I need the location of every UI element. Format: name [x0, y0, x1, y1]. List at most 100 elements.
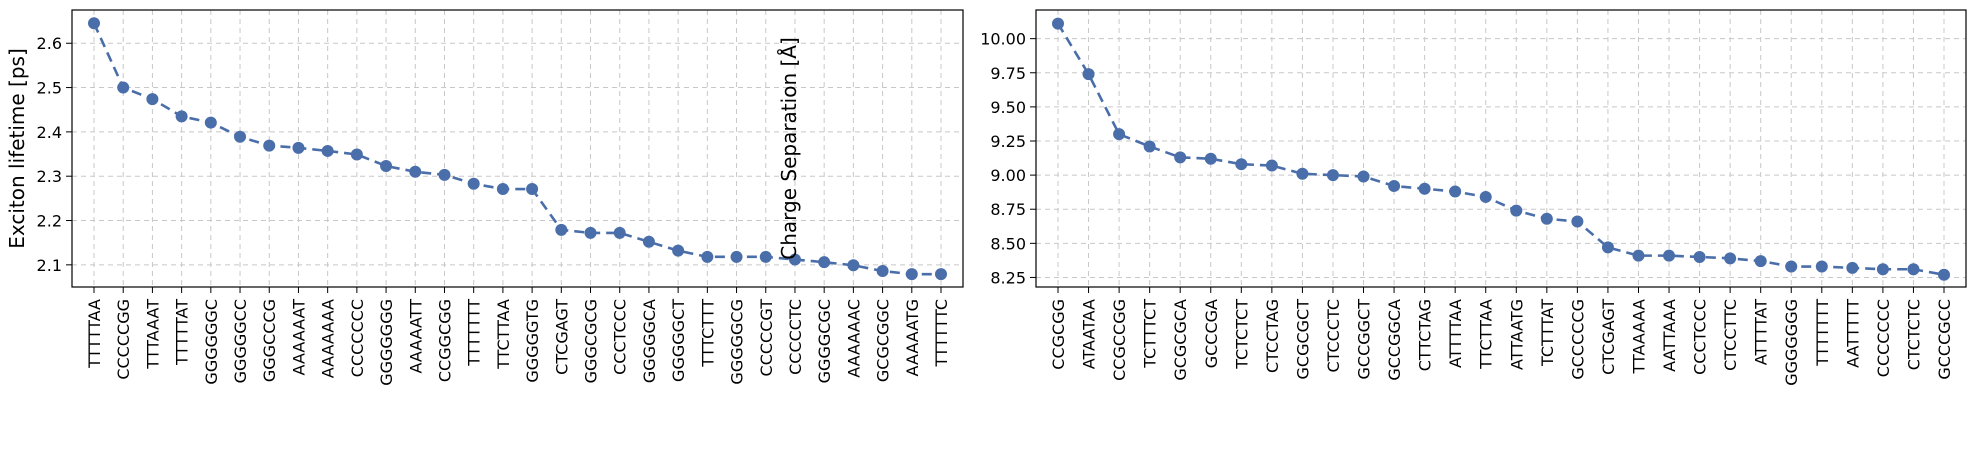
x-tick-label: GGGGGGG: [377, 299, 396, 386]
x-tick-label: GCCCGA: [1202, 299, 1221, 368]
data-point: [1388, 180, 1401, 193]
data-point: [1754, 255, 1767, 268]
x-tick-label: GGGGGTG: [523, 299, 542, 383]
x-tick-label: TTAAAAA: [1629, 299, 1648, 375]
x-tick-label: TTCTTAA: [494, 299, 513, 370]
data-point: [438, 168, 451, 181]
data-point: [1632, 249, 1645, 262]
x-tick-label: CCCCCGT: [757, 299, 776, 377]
x-tick-label: GGGGCGC: [815, 299, 834, 383]
x-tick-label: CTCGAGT: [1599, 299, 1618, 375]
y-tick-label: 2.3: [37, 167, 62, 186]
x-tick-label: AATTTTT: [1843, 299, 1862, 368]
x-tick-label: AAAAATG: [903, 299, 922, 376]
data-point: [759, 250, 772, 263]
x-tick-label: AATTAAA: [1660, 299, 1679, 372]
y-tick-label: 8.25: [990, 268, 1026, 287]
data-point: [496, 183, 509, 196]
x-tick-label: GGGGGCC: [231, 299, 250, 383]
x-tick-label: GCCCGCC: [1935, 299, 1954, 380]
x-tick-label: CTCCCTC: [1324, 299, 1343, 373]
x-tick-label: CCCCCGG: [114, 299, 133, 380]
x-tick-label: TCTCTCT: [1232, 299, 1251, 370]
data-point: [146, 93, 159, 106]
x-tick-label: CCGCCGG: [1110, 299, 1129, 381]
data-point: [788, 253, 801, 266]
data-point: [467, 177, 480, 190]
data-point: [876, 265, 889, 278]
data-point: [1663, 249, 1676, 262]
x-tick-label: GGGCGCG: [582, 299, 601, 383]
data-point: [1449, 185, 1462, 198]
data-point: [1540, 212, 1553, 225]
data-point: [935, 268, 947, 281]
x-tick-label: GGGGGGC: [202, 299, 221, 385]
y-tick-label: 9.50: [990, 98, 1026, 117]
data-point: [1204, 152, 1217, 165]
data-point: [263, 139, 276, 152]
x-tick-label: GGGGGGG: [1782, 299, 1801, 386]
charge-separation-chart: 8.25 8.50 8.75 9.00 9.25 9.50 9.75 10.00 CCGCGG A…: [777, 9, 1967, 386]
data-point: [1846, 261, 1859, 274]
data-point: [204, 116, 217, 129]
data-point: [1815, 260, 1828, 273]
y-axis-label: Exciton lifetime [ps]: [5, 48, 29, 249]
x-tick-label: TTTTTAT: [173, 299, 192, 366]
plot-frame: [71, 9, 964, 288]
data-point: [1357, 170, 1370, 183]
x-tick-label: GGGGGCG: [728, 299, 747, 385]
data-point: [409, 165, 422, 178]
plot-frame: [1035, 9, 1967, 288]
x-tick-label: TTTTTAA: [85, 299, 104, 369]
y-tick-label: 10.00: [980, 30, 1026, 49]
y-tick-label: 8.75: [990, 200, 1026, 219]
data-point: [1571, 215, 1584, 228]
x-tick-label: GGGGGCT: [669, 299, 688, 382]
data-point: [526, 183, 539, 196]
y-tick-label: 2.1: [37, 256, 62, 275]
data-point: [1938, 268, 1950, 281]
data-point: [1418, 182, 1431, 195]
data-point: [818, 256, 831, 269]
y-tick-label: 9.75: [990, 64, 1026, 83]
data-point: [1326, 169, 1339, 182]
x-tick-label: CCCTCCC: [611, 299, 630, 375]
x-tick-label: TCTTTAT: [1538, 299, 1557, 367]
series-line: [92, 22, 941, 276]
x-tick-label: TTTTTTC: [932, 299, 951, 367]
data-point: [1724, 252, 1737, 265]
y-tick-label: 8.50: [990, 234, 1026, 253]
x-tick-label: ATTAATG: [1507, 299, 1526, 370]
data-point: [555, 223, 568, 236]
y-tick-label: 2.5: [37, 79, 62, 98]
series-line: [1056, 22, 1945, 276]
y-tick-label: 2.2: [37, 212, 62, 231]
data-point: [1082, 68, 1095, 81]
x-tick-label: AAAAATT: [406, 299, 425, 374]
data-point: [642, 235, 655, 248]
data-point: [1143, 140, 1156, 153]
data-point: [1876, 263, 1889, 276]
x-tick-label: TTTTTTT: [1813, 299, 1832, 367]
y-tick-label: 9.25: [990, 132, 1026, 151]
data-point: [730, 250, 743, 263]
x-tick-label: CTTCTAG: [1416, 299, 1435, 371]
data-point: [1479, 190, 1492, 203]
x-tick-label: TTTCTTT: [698, 299, 717, 368]
x-tick-label: AAAAAAT: [289, 299, 308, 376]
x-tick-label: AAAAAAC: [844, 299, 863, 378]
data-point: [117, 81, 130, 94]
x-tick-label: CTCCTAG: [1263, 299, 1282, 373]
x-tick-label: CTCGAGT: [552, 299, 571, 375]
data-point: [1693, 250, 1706, 263]
x-tick-label: CCCCCCC: [348, 299, 367, 377]
x-tick-label: CTCCTTC: [1721, 299, 1740, 371]
y-tick-label: 2.4: [37, 123, 62, 142]
x-tick-label: CCCTCCC: [1691, 299, 1710, 375]
x-tick-label: TTTAAAT: [143, 299, 162, 370]
y-tick-label: 2.6: [37, 34, 62, 53]
data-point: [1174, 151, 1187, 164]
x-tick-label: TCTTTCT: [1141, 299, 1160, 369]
data-point: [1052, 17, 1064, 30]
y-tick-label: 9.00: [990, 166, 1026, 185]
